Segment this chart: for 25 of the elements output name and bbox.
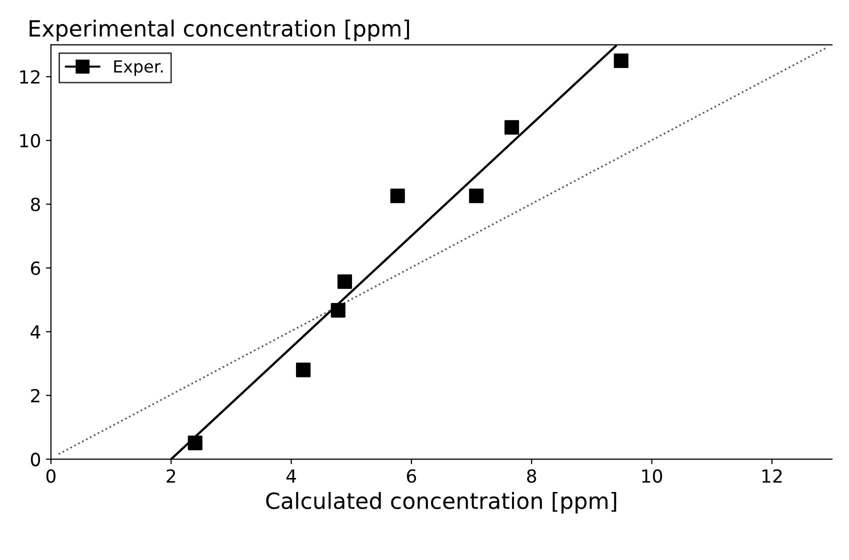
x-tick-label: 10 — [642, 469, 662, 483]
y-axis-title: Experimental concentration [ppm] — [30, 20, 410, 42]
point — [337, 274, 352, 289]
point — [330, 303, 346, 318]
y-tick-label: 6 — [30, 261, 40, 276]
x-tick-label: 8 — [527, 469, 536, 483]
point — [390, 188, 405, 204]
y-tick-label: 0 — [30, 452, 40, 466]
y-tick-label: 10 — [20, 134, 40, 148]
legend-label: Exper. — [114, 60, 163, 76]
y-tick-label: 8 — [30, 198, 40, 212]
y-tick-label: 2 — [31, 388, 40, 402]
point — [614, 53, 628, 68]
point — [296, 362, 311, 378]
y-tick-label: 4 — [30, 325, 40, 339]
x-tick-label: 12 — [762, 469, 782, 483]
x-tick-label: 2 — [166, 469, 176, 483]
x-axis-title: Calculated concentration [ppm] — [266, 492, 616, 514]
point — [188, 436, 202, 450]
x-tick-label: 0 — [46, 469, 56, 483]
x-tick-label: 6 — [406, 469, 416, 483]
x-tick-label: 4 — [286, 469, 296, 483]
point — [469, 188, 484, 204]
point — [504, 120, 520, 135]
y-tick-label: 12 — [20, 70, 40, 84]
